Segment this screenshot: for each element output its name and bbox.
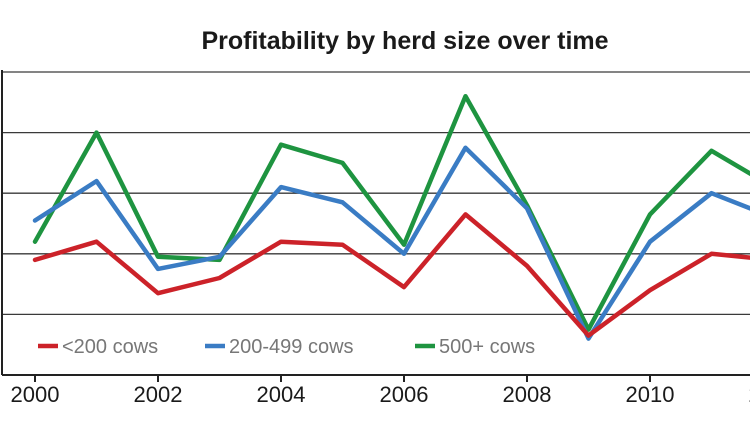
x-tick-label: 2008 <box>503 382 552 407</box>
series-lines <box>32 93 750 341</box>
series-line <box>32 93 750 332</box>
gridlines <box>2 71 750 316</box>
x-tick-label: 2004 <box>257 382 306 407</box>
legend-label: 200-499 cows <box>229 336 354 358</box>
x-tick-label: 2002 <box>134 382 183 407</box>
x-tick-label: 2012 <box>749 382 750 407</box>
x-tick-label: 2000 <box>11 382 60 407</box>
legend-label: <200 cows <box>62 336 158 358</box>
x-tick-label: 2010 <box>626 382 675 407</box>
series-line <box>32 145 750 341</box>
legend-item: <200 cows <box>38 336 158 358</box>
x-axis-ticks: 2000 2002 2004 2006 2008 2010 2012 <box>11 375 750 407</box>
legend: <200 cows 200-499 cows 500+ cows <box>38 336 535 358</box>
x-tick-label: 2006 <box>380 382 429 407</box>
legend-label: 500+ cows <box>439 336 535 358</box>
legend-item: 200-499 cows <box>205 336 354 358</box>
chart-title: Profitability by herd size over time <box>201 27 608 55</box>
legend-item: 500+ cows <box>415 336 535 358</box>
series-line <box>32 212 750 338</box>
